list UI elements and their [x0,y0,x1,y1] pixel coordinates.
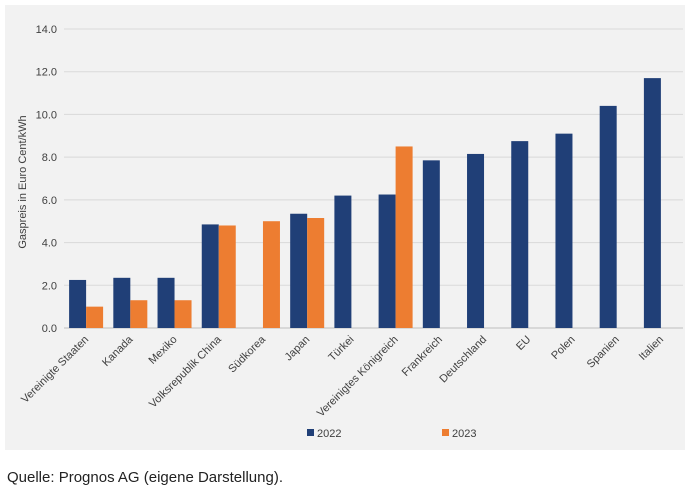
legend-label: 2022 [317,428,341,440]
y-axis-title: Gaspreis in Euro Cent/kWh [17,115,29,248]
bar-2022 [157,277,175,328]
x-tick-label: Frankreich [400,334,445,379]
bar-2022 [334,195,352,328]
bar-2022 [511,141,529,328]
y-tick-label: 6.0 [42,195,57,207]
bar-2022 [599,105,617,328]
x-tick-label: Vereinigte Staaten [19,334,91,406]
y-tick-label: 12.0 [36,67,57,79]
legend-label: 2023 [452,428,476,440]
x-tick-label: Südkorea [226,333,268,375]
x-tick-label: Italien [637,334,666,363]
bar-2023 [130,300,148,328]
bar-2022 [555,133,573,328]
legend-swatch-2023 [442,429,449,436]
bar-2022 [290,213,308,328]
bar-2023 [86,306,104,328]
bar-2022 [69,279,87,328]
bar-2022 [422,160,440,328]
gridlines [64,28,683,329]
bar-2023 [174,300,192,328]
source-caption: Quelle: Prognos AG (eigene Darstellung). [7,469,283,486]
x-tick-label: EU [514,334,533,353]
y-tick-label: 10.0 [36,109,57,121]
y-tick-label: 14.0 [36,24,57,36]
chart-panel: 0.0 2.0 4.0 6.0 8.0 10.0 12.0 14.0 Vereinigte S… [5,5,685,450]
x-tick-label: Japan [283,334,313,364]
legend-swatch-2022 [307,429,314,436]
bar-2023 [395,146,413,328]
x-tick-label: Spanien [585,334,622,371]
bar-chart: 0.0 2.0 4.0 6.0 8.0 10.0 12.0 14.0 Vereinigte S… [17,24,683,440]
legend: 2022 2023 [307,428,476,440]
bars [69,78,661,328]
bar-2022 [378,194,396,328]
x-tick-label: Polen [549,334,577,362]
bar-2023 [218,225,236,328]
x-tick-label: Volksrepublik China [147,333,224,410]
y-axis-ticks: 0.0 2.0 4.0 6.0 8.0 10.0 12.0 14.0 [36,24,57,335]
y-tick-label: 4.0 [42,238,57,250]
bar-2022 [201,224,219,328]
bar-2023 [262,221,280,328]
y-tick-label: 2.0 [42,280,57,292]
y-tick-label: 0.0 [42,323,57,335]
bar-2022 [113,277,131,328]
x-tick-label: Kanada [100,333,136,369]
y-tick-label: 8.0 [42,152,57,164]
x-tick-label: Deutschland [437,334,489,386]
bar-2022 [467,153,485,328]
x-axis-ticks: Vereinigte Staaten Kanada MexikoVolksrepub… [19,333,666,420]
bar-2023 [307,218,325,328]
bar-2022 [643,78,661,328]
x-tick-label: Mexiko [147,334,180,367]
x-tick-label: Türkei [326,334,356,364]
x-tick-label: Vereinigtes Königreich [315,334,401,420]
